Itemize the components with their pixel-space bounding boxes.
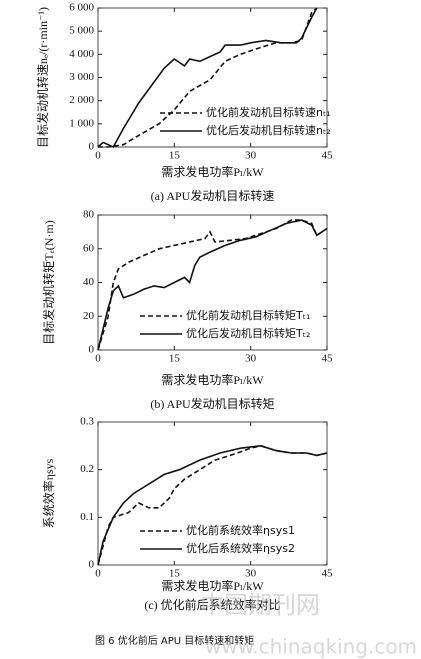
y-tick-label: 0.1 (80, 511, 94, 523)
y-tick-label: 6 000 (69, 2, 94, 14)
y-tick-label: 3 000 (69, 71, 94, 83)
x-tick-label: 0 (95, 568, 101, 580)
series-line (98, 7, 318, 148)
subtitle: (a) APU发动机目标转速 (151, 188, 275, 203)
y-tick-label: 2 000 (69, 94, 94, 106)
plot-frame (97, 214, 328, 351)
y-tick-label: 5 000 (69, 25, 94, 37)
x-axis-label: 需求发电功率Pₗ/kW (161, 372, 264, 387)
y-tick-label: 1 000 (69, 117, 94, 129)
y-axis-label: 目标发动机转矩Tₑ(N·m) (41, 220, 56, 344)
y-tick-label: 20 (83, 310, 95, 322)
x-tick-label: 45 (322, 353, 334, 365)
plot-frame (97, 421, 328, 566)
x-axis-label: 需求发电功率Pₗ/kW (161, 164, 264, 179)
legend-label: 优化前系统效率ηsys1 (186, 523, 295, 537)
watermark-url: www.chinaqking.com (205, 635, 417, 659)
x-tick-label: 45 (322, 568, 334, 580)
y-tick-label: 80 (83, 209, 95, 221)
x-tick-label: 30 (245, 353, 257, 365)
x-tick-label: 30 (245, 150, 257, 162)
y-tick-label: 0 (89, 559, 95, 571)
y-axis-label: 目标发动机转速nₑ/(r·min⁻¹) (35, 7, 50, 148)
figure-caption: 图 6 优化前后 APU 目标转速和转矩 (95, 634, 254, 647)
legend-label: 优化后系统效率ηsys2 (186, 541, 295, 555)
y-tick-label: 0 (89, 344, 95, 356)
watermark-site: 中国期刊网 (200, 591, 320, 619)
x-tick-label: 15 (169, 353, 181, 365)
y-tick-label: 4 000 (69, 48, 94, 60)
y-tick-label: 0.2 (80, 463, 94, 475)
legend-label: 优化前发动机目标转矩Tₜ₁ (186, 308, 310, 322)
subtitle: (b) APU发动机目标转矩 (150, 396, 274, 411)
legend-label: 优化后发动机目标转速nₜ₂ (206, 123, 331, 137)
y-tick-label: 60 (83, 242, 95, 254)
series-line (97, 219, 328, 351)
subtitle: (c) 优化前后系统效率对比 (144, 597, 280, 612)
series-line (97, 219, 328, 351)
legend-label: 优化前发动机目标转速nₜ₁ (206, 105, 331, 119)
legend-label: 优化后发动机目标转矩Tₜ₂ (186, 326, 310, 340)
series-line (97, 444, 328, 566)
x-tick-label: 0 (95, 353, 101, 365)
y-tick-label: 40 (83, 276, 95, 288)
x-tick-label: 30 (245, 568, 257, 580)
x-tick-label: 15 (169, 568, 181, 580)
x-tick-label: 15 (169, 150, 181, 162)
plot-frame (97, 7, 328, 148)
y-tick-label: 0 (89, 141, 95, 153)
y-tick-label: 0.3 (80, 416, 94, 428)
y-axis-label: 系统效率ηsys (41, 458, 56, 528)
x-tick-label: 0 (95, 150, 101, 162)
x-tick-label: 45 (322, 150, 334, 162)
x-axis-label: 需求发电功率Pₗ/kW (161, 578, 264, 593)
